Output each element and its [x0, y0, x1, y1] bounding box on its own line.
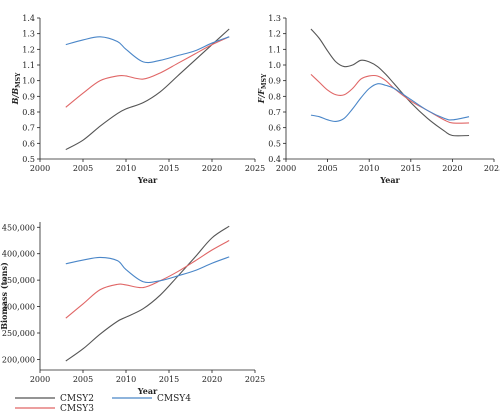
x-tick-label: 2010: [116, 164, 136, 173]
x-tick-label: 2000: [30, 164, 50, 173]
x-tick-label: 2005: [73, 375, 93, 384]
y-tick-label: 0.7: [268, 108, 281, 117]
y-tick-label: 200,000: [2, 355, 35, 364]
series-line-cmsy2: [310, 28, 470, 137]
y-tick-label: 300,000: [2, 303, 35, 312]
y-tick-label: 1.3: [268, 14, 281, 23]
x-axis-label: Year: [379, 175, 400, 185]
y-tick-label: 1.1: [22, 61, 35, 70]
y-tick-label: 350,000: [2, 276, 35, 285]
y-tick-label: 400,000: [2, 250, 35, 259]
x-tick-label: 2015: [401, 164, 421, 173]
y-tick-label: 1.0: [268, 61, 281, 70]
x-axis-label: Year: [137, 175, 158, 185]
y-tick-label: 1.4: [22, 14, 35, 23]
y-tick-label: 0.5: [22, 155, 35, 164]
x-tick-label: 2010: [359, 164, 379, 173]
series-line-cmsy4: [65, 36, 230, 64]
x-tick-label: 2025: [484, 164, 500, 173]
series-line-cmsy3: [65, 240, 230, 319]
y-tick-label: 0.9: [268, 77, 281, 86]
legend-label-cmsy4: CMSY4: [157, 394, 191, 404]
y-tick-label: 0.8: [22, 108, 35, 117]
legend-label-cmsy2: CMSY2: [60, 394, 94, 404]
x-tick-label: 2025: [245, 375, 265, 384]
y-axis-label: F/FMSY: [256, 73, 268, 104]
x-tick-label: 2000: [276, 164, 296, 173]
y-tick-label: 0.9: [22, 92, 35, 101]
x-tick-label: 2020: [442, 164, 462, 173]
y-tick-label: 0.7: [22, 124, 35, 133]
y-tick-label: 450,000: [2, 223, 35, 232]
y-tick-label: 0.5: [268, 139, 281, 148]
y-axis-label: Biomass (tons): [0, 262, 9, 330]
series-line-cmsy4: [65, 256, 230, 284]
x-tick-label: 2005: [73, 164, 93, 173]
x-tick-label: 2025: [245, 164, 265, 173]
y-tick-label: 1.2: [268, 30, 281, 39]
y-tick-label: 0.8: [268, 92, 281, 101]
x-axis-label: Year: [137, 386, 158, 396]
x-tick-label: 2020: [202, 375, 222, 384]
legend-label-cmsy3: CMSY3: [60, 404, 94, 413]
x-tick-label: 2010: [116, 375, 136, 384]
chart-b-bmsy: 2000 2005 2010 2015 2020 2025 0.5 0.6 0.7 0.8 0.9 1…: [10, 14, 265, 185]
y-tick-label: 0.6: [22, 139, 35, 148]
y-tick-label: 0.4: [268, 155, 281, 164]
legend: CMSY2 CMSY3 CMSY4: [15, 394, 191, 413]
y-tick-label: 1.1: [268, 45, 281, 54]
y-tick-label: 0.6: [268, 124, 281, 133]
series-line-cmsy3: [65, 36, 230, 108]
y-tick-label: 1.3: [22, 30, 35, 39]
series-line-cmsy3: [310, 73, 470, 124]
chart-biomass: 2000 2005 2010 2015 2020 2025 200,000 250,000 30…: [0, 222, 265, 396]
x-tick-label: 2015: [159, 164, 179, 173]
x-tick-label: 2020: [202, 164, 222, 173]
y-tick-label: 1.2: [22, 45, 35, 54]
x-tick-label: 2015: [159, 375, 179, 384]
series-line-cmsy4: [310, 83, 470, 122]
x-tick-label: 2000: [30, 375, 50, 384]
series-line-cmsy2: [65, 28, 230, 151]
series-line-cmsy2: [65, 225, 230, 362]
y-tick-label: 1.0: [22, 77, 35, 86]
chart-f-fmsy: 2000 2005 2010 2015 2020 2025 0.4 0.5 0.6 0.7 0.8 0…: [256, 14, 500, 185]
y-tick-label: 250,000: [2, 329, 35, 338]
y-axis-label: B/BMSY: [10, 72, 22, 105]
x-tick-label: 2005: [317, 164, 337, 173]
